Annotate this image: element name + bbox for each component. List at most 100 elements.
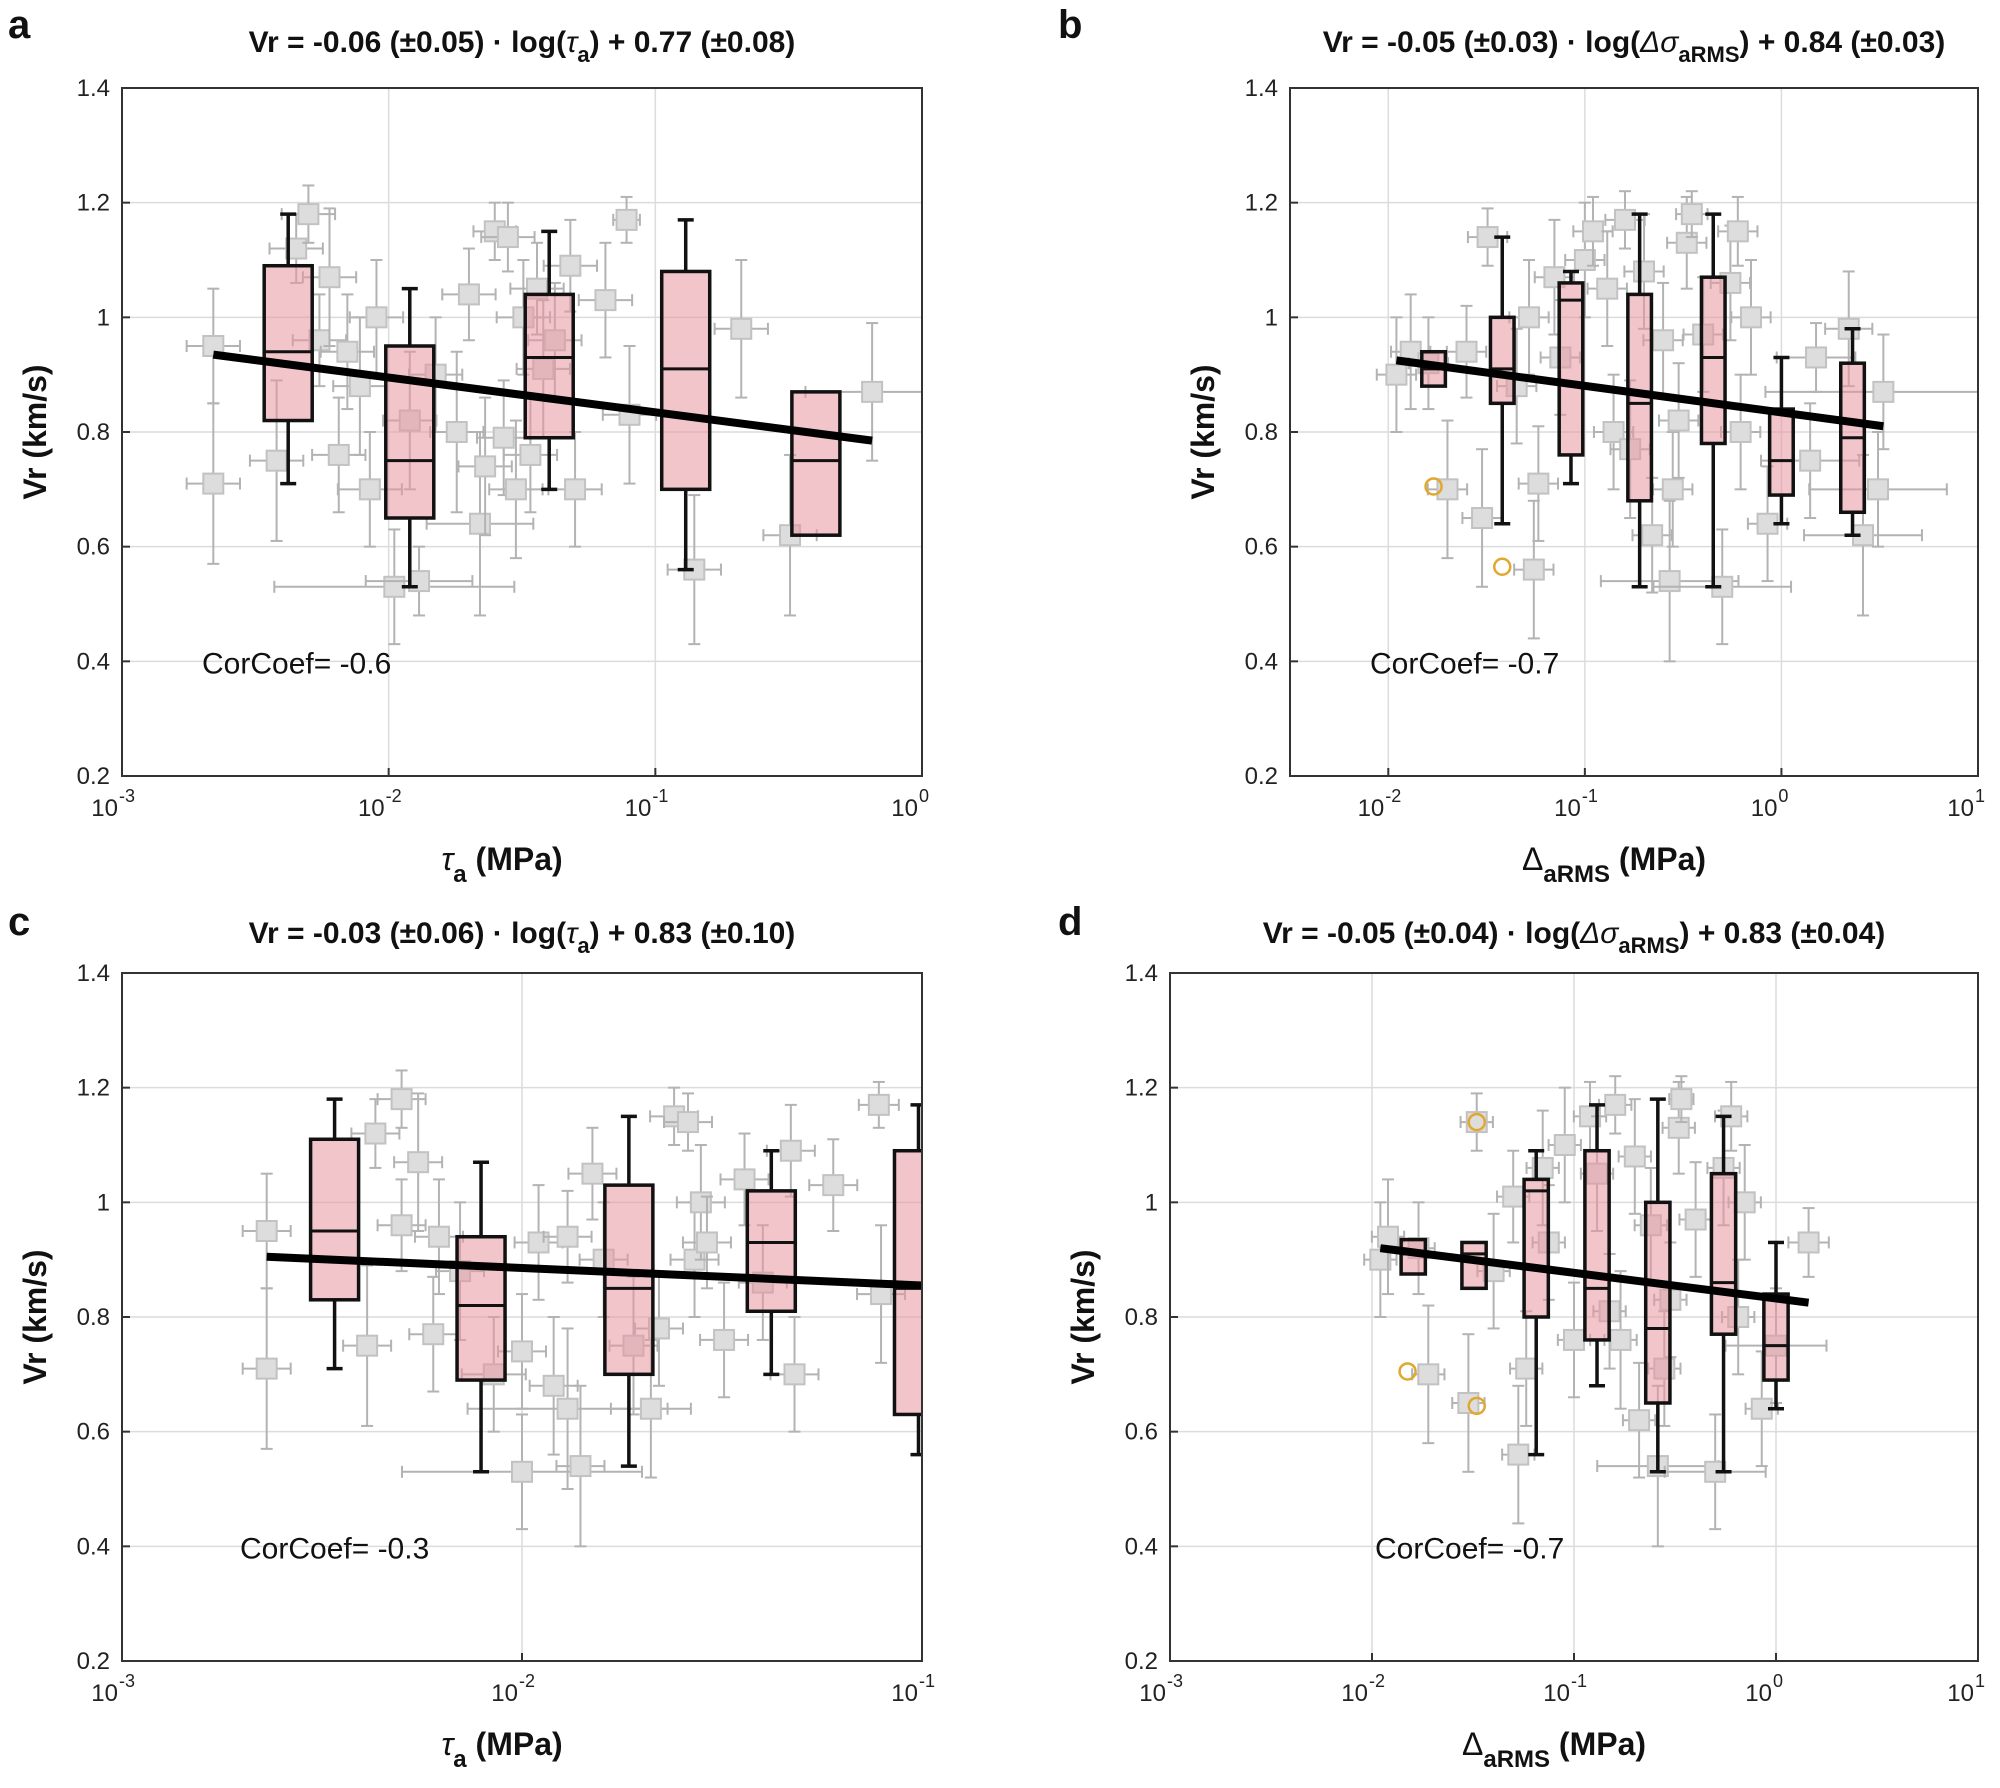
marker-square [1729,421,1752,443]
box-plot [790,390,842,537]
data-point [542,218,598,313]
y-tick-label: 0.2 [77,1648,110,1675]
x-tick-label: 10 [1543,1680,1570,1707]
data-point [480,201,536,273]
y-tick-label: 0.8 [1245,419,1278,446]
data-point [241,1172,292,1290]
x-axis-label: τa (MPa) [441,841,562,888]
x-tick-exponent: -2 [1385,786,1401,806]
panel-title: Vr = -0.05 (±0.04) · log(ΔσaRMS) + 0.83 … [1263,917,1886,958]
marker-square [1385,363,1408,386]
data-point [1572,195,1614,267]
marker-square [1684,1208,1707,1231]
marker-square [202,472,225,495]
data-point [1445,304,1488,399]
data-point [1586,230,1628,347]
marker-square [1609,1328,1632,1351]
data-point [457,396,513,537]
title-symbol: τ [566,26,579,59]
x-axis-unit: (MPa) [1550,1726,1646,1762]
x-tick-exponent: 0 [1773,1671,1783,1691]
box-plot [1838,327,1867,537]
x-axis-subscript: a [453,1746,467,1773]
x-tick-label: 10 [491,1680,518,1707]
x-tick-label: 10 [1358,795,1385,822]
marker-square [581,1162,604,1185]
box-iqr [262,263,314,423]
panel-letter: c [8,900,30,944]
marker-square [492,426,515,449]
marker-square [1799,449,1822,472]
marker-square [542,1374,565,1397]
x-axis-subscript: a [453,861,467,888]
box-plot [308,1097,361,1371]
title-rhs: ) + 0.77 (±0.08) [590,26,796,59]
y-tick-label: 0.8 [77,419,110,446]
data-point [185,402,241,565]
data-point [1517,425,1560,542]
data-point [528,1316,579,1456]
marker-square [594,289,617,312]
fit-line [266,1252,922,1290]
marker-square [297,203,320,226]
marker-square [1675,231,1698,254]
title-rhs: ) + 0.84 (±0.03) [1740,26,1946,59]
data-point [1668,1075,1695,1124]
marker-square [390,1214,413,1237]
data-point [675,1144,726,1261]
x-tick-label: 10 [891,1680,918,1707]
x-tick-label: 10 [891,795,918,822]
marker-square [556,1225,579,1248]
data-point [699,1281,750,1399]
marker-square [861,380,884,403]
y-tick-label: 1 [1265,304,1278,331]
y-axis-label: Vr (km/s) [1065,1249,1101,1384]
data-point [1652,431,1694,548]
panel-b: 0.20.40.60.811.21.410 -2 10 -1 10 0 10 1Vr (km/… [1058,3,1985,888]
correlation-annotation: CorCoef= -0.7 [1370,647,1559,680]
y-tick-label: 1.2 [77,1075,110,1102]
title-rhs: ) + 0.83 (±0.04) [1680,917,1886,950]
marker-square [1553,1134,1576,1156]
y-tick-label: 0.6 [1125,1419,1158,1446]
x-tick-base: 10 [1543,1680,1570,1707]
data-point [1719,373,1762,491]
box-iqr [659,269,712,492]
title-lhs: Vr = -0.05 (±0.03) · log( [1323,26,1640,59]
box-plot [1460,1240,1488,1291]
x-axis-subscript: aRMS [1543,861,1610,888]
marker-square [504,478,527,501]
y-tick-label: 1.4 [1125,960,1158,987]
data-point [1572,1080,1608,1152]
x-tick-base: 10 [891,795,918,822]
x-tick-label: 10 [358,795,385,822]
marker-square [1455,340,1478,363]
marker-square [1417,1363,1440,1386]
x-axis-label: τa (MPa) [441,1726,562,1773]
title-rhs: ) + 0.83 (±0.10) [590,917,796,950]
x-tick-label: 10 [1947,795,1974,822]
data-point [769,1316,820,1433]
marker-square [1602,421,1625,443]
y-tick-label: 1.2 [77,190,110,217]
marker-square [676,1111,699,1134]
x-axis-label: ΔaRMS (MPa) [1462,1726,1646,1773]
box-iqr [308,1137,361,1302]
box-plot [1488,235,1516,526]
marker-square [1633,260,1656,283]
data-point [488,419,544,560]
box-iqr [790,390,842,537]
y-tick-label: 1.2 [1245,190,1278,217]
y-tick-label: 0.8 [77,1304,110,1331]
marker-square [556,1397,579,1420]
marker-square [457,283,480,306]
box-plot [262,212,314,486]
marker-square [615,208,638,231]
x-tick-base: 10 [891,1680,918,1707]
correlation-annotation: CorCoef= -0.7 [1375,1532,1564,1565]
panel-letter: a [8,3,31,47]
marker-square [559,254,582,277]
x-axis-symbol: τ [441,841,455,877]
data-point [280,184,337,244]
box-plot [1557,269,1585,486]
